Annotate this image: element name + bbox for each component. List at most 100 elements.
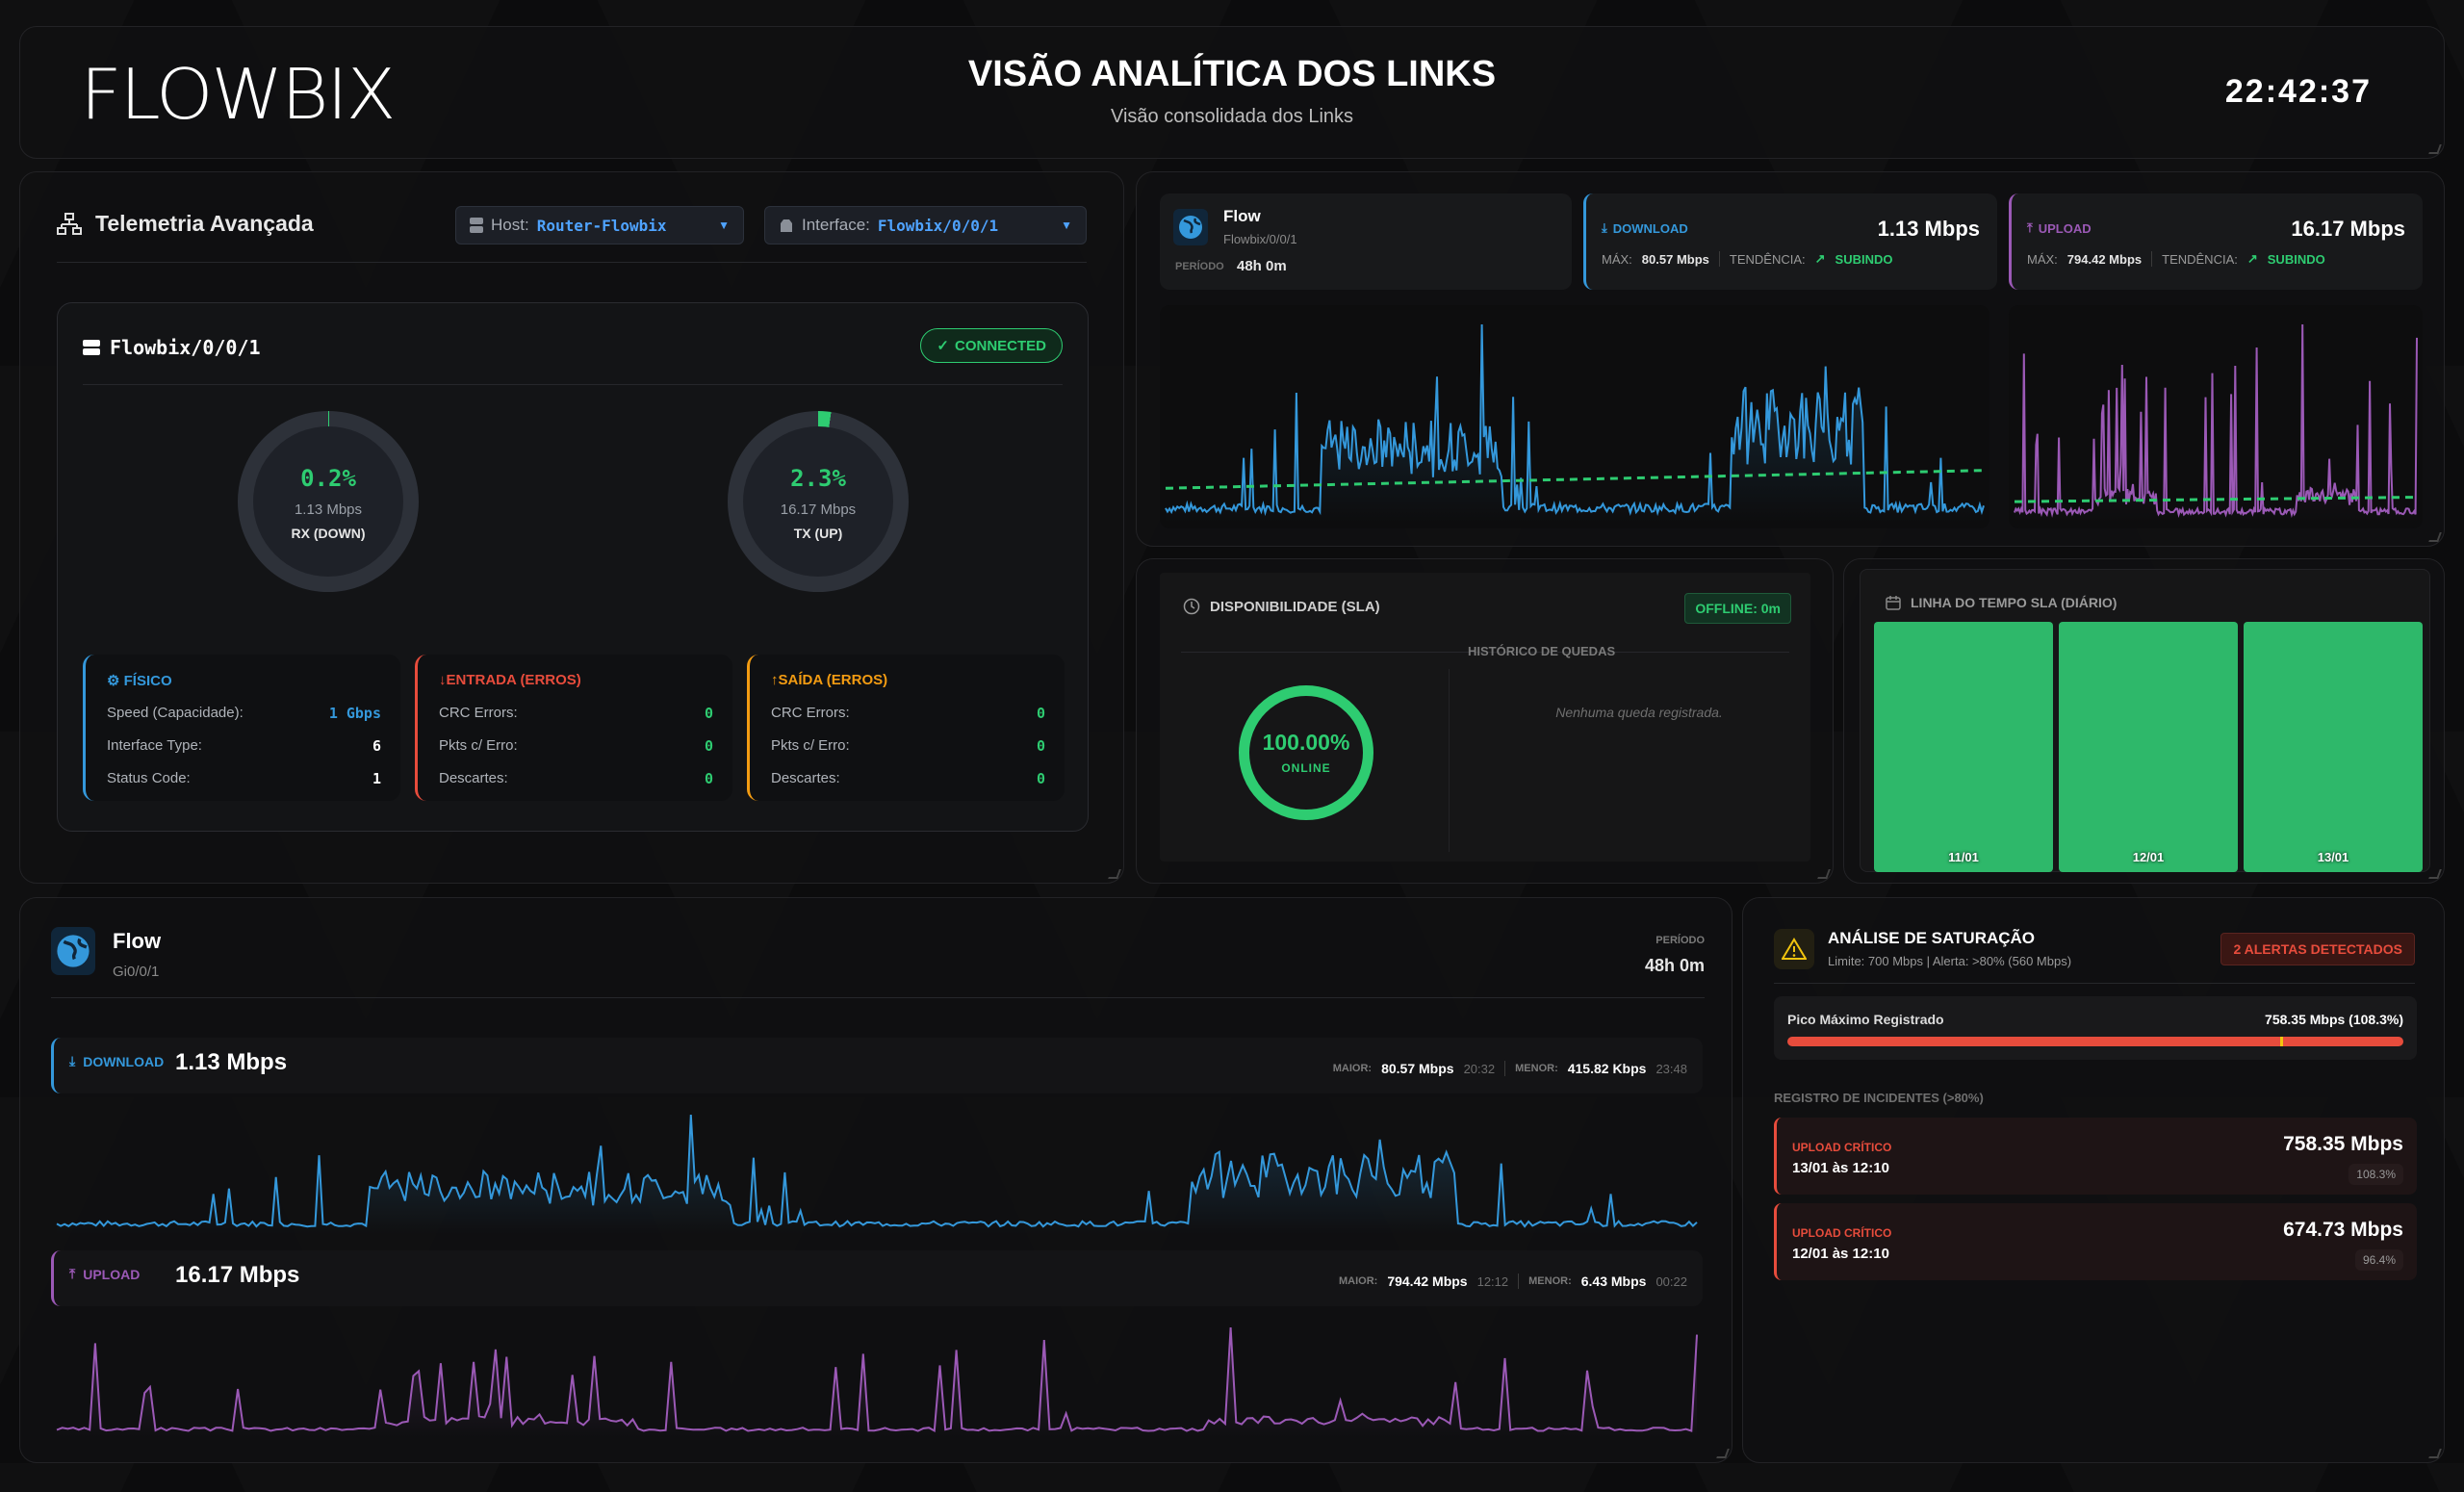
status-text: CONNECTED	[954, 337, 1046, 354]
upload-icon: ⤒	[2027, 220, 2033, 235]
peak-card: Pico Máximo Registrado 758.35 Mbps (108.…	[1774, 996, 2417, 1060]
download-value: 1.13 Mbps	[1877, 217, 1980, 241]
sla-header: DISPONIBILIDADE (SLA)	[1183, 598, 1380, 615]
upload-chart[interactable]	[51, 1308, 1703, 1443]
saturation-title: ANÁLISE DE SATURAÇÃO	[1828, 929, 2036, 947]
resize-handle[interactable]	[2428, 532, 2442, 542]
header-bar: FLOWBIX VISÃO ANALÍTICA DOS LINKS Visão …	[19, 26, 2445, 159]
page-subtitle: Visão consolidada dos Links	[1110, 106, 1354, 127]
sla-state: ONLINE	[1281, 761, 1331, 775]
clock: 22:42:37	[2224, 73, 2372, 110]
host-value: Router-Flowbix	[536, 216, 667, 235]
alert-threshold-marker	[2280, 1037, 2283, 1046]
sla-ring: 100.00% ONLINE	[1239, 685, 1373, 820]
interface-card: Flowbix/0/0/1 ✓ CONNECTED 0.2% 1.13 Mbps…	[57, 302, 1089, 832]
alerts-badge: 2 ALERTAS DETECTADOS	[2220, 933, 2415, 965]
flow-name: Flow	[1223, 207, 1261, 225]
arrow-up-icon: ↑	[771, 672, 779, 688]
download-trend-chart[interactable]	[1160, 305, 1989, 528]
ethernet-icon	[779, 219, 794, 232]
upload-summary-card: ⤒ UPLOAD 16.17 Mbps MÁX: 794.42 Mbps TENDÊ…	[2009, 193, 2423, 290]
server-icon	[470, 218, 483, 233]
saturation-panel: ANÁLISE DE SATURAÇÃO Limite: 700 Mbps | …	[1742, 897, 2445, 1463]
stat-row: Pkts c/ Erro: 0	[439, 737, 713, 755]
history-empty: Nenhuma queda registrada.	[1555, 705, 1723, 720]
host-select[interactable]: Host: Router-Flowbix ▼	[455, 206, 744, 244]
divider	[51, 997, 1705, 998]
download-chart[interactable]	[51, 1095, 1703, 1240]
physical-header: ⚙ FÍSICO	[107, 673, 172, 689]
server-icon	[83, 339, 100, 356]
download-label: ⤓ DOWNLOAD	[1602, 220, 1688, 236]
flowbix-logo: FLOWBIX	[80, 54, 396, 135]
host-label: Host:	[491, 216, 529, 234]
download-icon: ⤓	[69, 1053, 76, 1068]
download-meta: MÁX: 80.57 Mbps TENDÊNCIA: ↗ SUBINDO	[1602, 251, 1893, 267]
download-summary-card: ⤓ DOWNLOAD 1.13 Mbps MÁX: 80.57 Mbps TENDÊ…	[1583, 193, 1997, 290]
incident-item[interactable]: UPLOAD CRÍTICO 13/01 às 12:10 758.35 Mbp…	[1774, 1118, 2417, 1195]
trend-up-icon: ↗	[1814, 251, 1826, 266]
download-icon: ⤓	[1602, 220, 1607, 235]
incident-item[interactable]: UPLOAD CRÍTICO 12/01 às 12:10 674.73 Mbp…	[1774, 1203, 2417, 1280]
flow-info-card: Flow Flowbix/0/0/1 PERÍODO 48h 0m	[1160, 193, 1572, 290]
trend-up-icon: ↗	[2246, 251, 2258, 266]
clock-icon	[1183, 598, 1200, 615]
divider	[1181, 652, 1789, 653]
flow-interface: Gi0/0/1	[113, 964, 160, 980]
check-icon: ✓	[937, 338, 949, 354]
tx-label: TX (UP)	[793, 526, 843, 541]
interface-label: Interface:	[802, 216, 870, 234]
stat-row: Speed (Capacidade): 1 Gbps	[107, 705, 381, 722]
globe-icon	[1173, 209, 1208, 245]
upload-icon: ⤒	[69, 1266, 76, 1281]
sla-percent: 100.00%	[1262, 730, 1350, 755]
peak-label: Pico Máximo Registrado	[1787, 1012, 1944, 1027]
flow-interface: Flowbix/0/0/1	[1223, 232, 1297, 246]
upload-value: 16.17 Mbps	[2291, 217, 2405, 241]
upload-meta: MÁX: 794.42 Mbps TENDÊNCIA: ↗ SUBINDO	[2027, 251, 2325, 267]
period-value: 48h 0m	[1237, 258, 1287, 274]
period-label: PERÍODO	[1656, 935, 1705, 946]
download-extremes: MAIOR: 80.57 Mbps 20:32 MENOR: 415.82 Kbps 2…	[1332, 1061, 1687, 1076]
chevron-down-icon: ▼	[1061, 219, 1072, 232]
warning-icon	[1774, 929, 1814, 969]
connection-status-badge: ✓ CONNECTED	[920, 328, 1063, 363]
flow-detail-panel: Flow Gi0/0/1 PERÍODO 48h 0m ⤓ DOWNLOAD 1.…	[19, 897, 1732, 1463]
arrow-down-icon: ↓	[439, 672, 447, 688]
telemetry-header: Telemetria Avançada	[57, 211, 314, 237]
sla-panel: DISPONIBILIDADE (SLA) OFFLINE: 0m 100.00…	[1136, 558, 1834, 884]
chip-icon: ⚙	[107, 673, 120, 689]
resize-handle[interactable]	[1108, 869, 1121, 879]
timeline-day[interactable]: 13/01	[2244, 622, 2423, 872]
stat-row: Interface Type: 6	[107, 737, 381, 755]
interface-card-header: Flowbix/0/0/1	[83, 336, 261, 359]
page-title: VISÃO ANALÍTICA DOS LINKS	[967, 54, 1497, 94]
timeline-header: LINHA DO TEMPO SLA (DIÁRIO)	[1886, 595, 2117, 610]
resize-handle[interactable]	[2428, 144, 2442, 154]
timeline-day[interactable]: 12/01	[2059, 622, 2238, 872]
interface-select[interactable]: Interface: Flowbix/0/0/1 ▼	[764, 206, 1087, 244]
resize-handle[interactable]	[1716, 1449, 1730, 1458]
resize-handle[interactable]	[2428, 869, 2442, 879]
upload-trend-chart[interactable]	[2009, 305, 2423, 528]
tx-rate: 16.17 Mbps	[780, 502, 857, 518]
period-value: 48h 0m	[1644, 956, 1705, 975]
offline-badge: OFFLINE: 0m	[1684, 593, 1791, 624]
saturation-subtitle: Limite: 700 Mbps | Alerta: >80% (560 Mbp…	[1828, 954, 2072, 968]
output-errors-stats: ↑SAÍDA (ERROS) CRC Errors: 0 Pkts c/ Erro…	[747, 655, 1065, 801]
peak-bar	[1787, 1037, 2403, 1046]
stat-row: Pkts c/ Erro: 0	[771, 737, 1045, 755]
resize-handle[interactable]	[1817, 869, 1831, 879]
output-errors-header: ↑SAÍDA (ERROS)	[771, 672, 888, 688]
tx-gauge: 2.3% 16.17 Mbps TX (UP)	[728, 411, 909, 592]
rx-rate: 1.13 Mbps	[294, 502, 363, 518]
calendar-icon	[1886, 595, 1901, 610]
timeline-day[interactable]: 11/01	[1874, 622, 2053, 872]
telemetry-title: Telemetria Avançada	[95, 211, 314, 236]
telemetry-panel: Telemetria Avançada Host: Router-Flowbix…	[19, 171, 1124, 884]
chevron-down-icon: ▼	[718, 219, 730, 232]
resize-handle[interactable]	[2428, 1449, 2442, 1458]
stat-row: CRC Errors: 0	[439, 705, 713, 722]
divider	[57, 262, 1087, 263]
interface-value: Flowbix/0/0/1	[877, 216, 999, 235]
